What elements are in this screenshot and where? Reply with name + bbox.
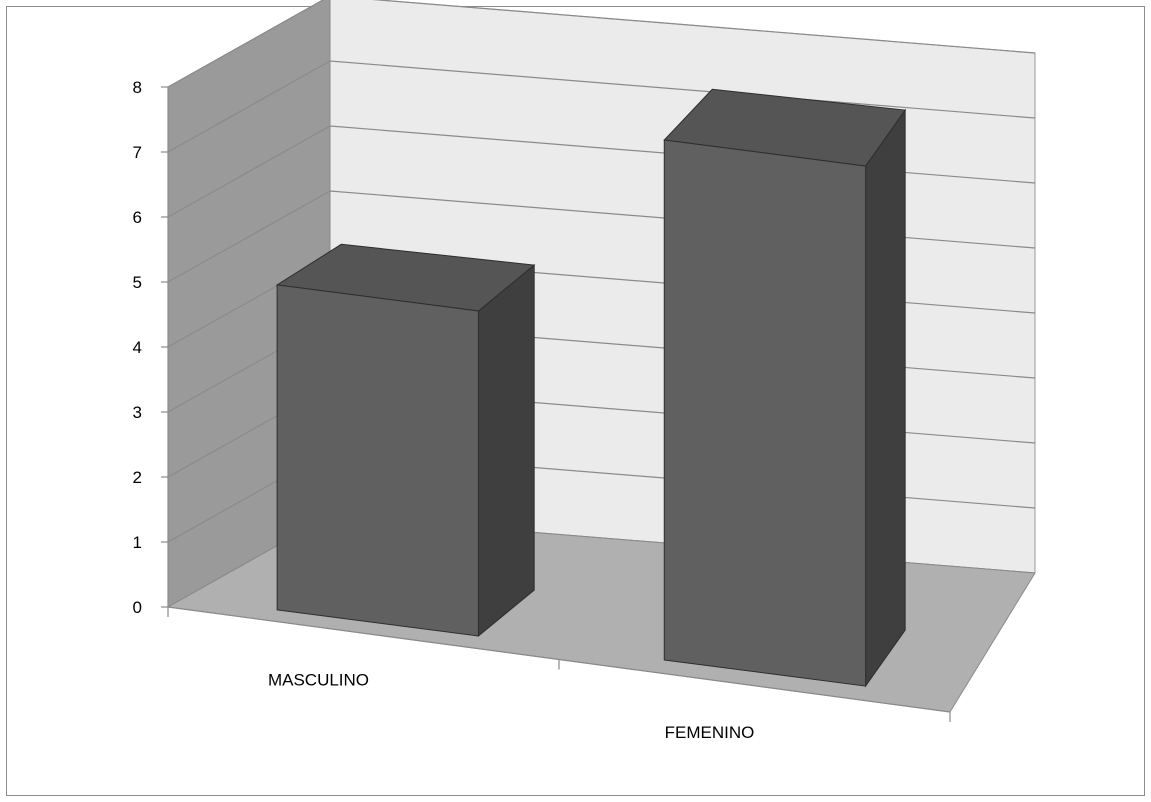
bar-femenino [663,88,907,688]
y-tick-label: 5 [133,273,142,292]
bar-side-face [865,108,906,688]
y-tick-label: 3 [133,403,142,422]
y-tick-label: 1 [133,533,142,552]
y-tick-label: 6 [133,208,142,227]
bars [275,88,907,688]
bar-front-face [663,139,867,687]
y-tick-label: 0 [133,598,142,617]
y-tick-label: 4 [133,338,142,357]
y-tick-label: 2 [133,468,142,487]
category-label: MASCULINO [268,670,369,689]
y-axis-ticks: 0 1 2 3 4 5 6 7 8 [133,78,169,617]
y-tick-label: 7 [133,143,142,162]
bar-side-face [477,264,535,638]
y-tick-label: 8 [133,78,142,97]
x-axis-categories: MASCULINO FEMENINO [268,670,754,742]
gridline-8 [167,0,1036,88]
bar-front-face [276,284,479,637]
bar-masculino [275,243,536,638]
category-label: FEMENINO [665,723,755,742]
